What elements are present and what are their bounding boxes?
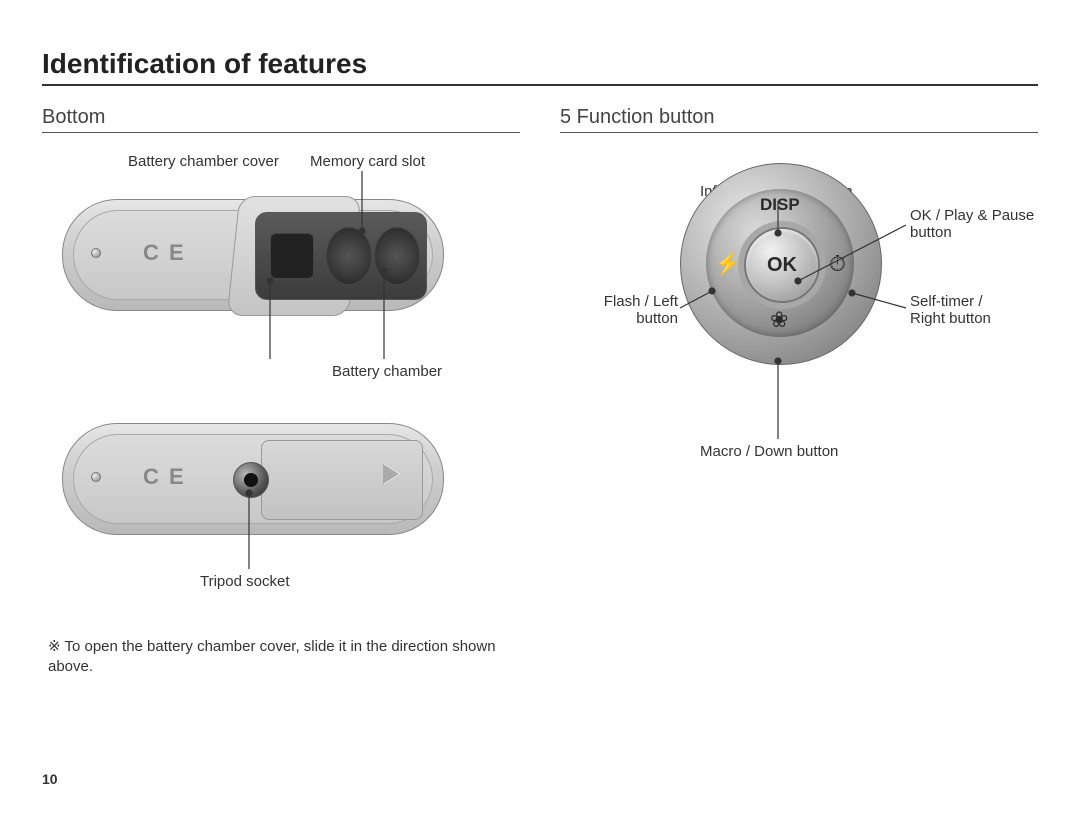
ce-mark-icon-2: C E — [143, 464, 186, 490]
manual-page: Identification of features Bottom Memory… — [0, 0, 1080, 815]
slide-direction-arrow-icon — [383, 464, 399, 484]
memory-card-slot-graphic — [270, 233, 314, 279]
page-number: 10 — [42, 771, 58, 787]
screw-icon-2 — [91, 472, 101, 482]
callout-ok-play-pause: OK / Play & Pause button — [910, 207, 1040, 241]
callout-selftimer-right: Self-timer / Right button — [910, 293, 1020, 327]
camera-bottom-open-diagram: Memory card slot C E Battery chamber cov… — [62, 153, 520, 413]
screw-icon — [91, 248, 101, 258]
camera-body-open: C E — [62, 199, 444, 311]
callout-tripod-socket: Tripod socket — [200, 573, 289, 590]
callout-battery-chamber: Battery chamber — [332, 363, 442, 380]
battery-cover-note: ※ To open the battery chamber cover, sli… — [42, 637, 520, 678]
macro-flower-icon: ❀ — [770, 307, 788, 333]
timer-icon: ⏱ — [829, 251, 846, 277]
dial-disp-label: DISP — [760, 195, 800, 215]
right-column: 5 Function button Information / Up butto… — [560, 106, 1038, 678]
callout-macro-down: Macro / Down button — [700, 443, 838, 460]
control-dial: DISP ⚡ ⏱ ❀ OK — [680, 163, 880, 363]
callout-memory-card-slot: Memory card slot — [310, 153, 425, 170]
note-text: To open the battery chamber cover, slide… — [48, 638, 496, 675]
callout-flash-left: Flash / Left button — [598, 293, 678, 327]
two-column-layout: Bottom Memory card slot C E Battery cham… — [42, 106, 1038, 678]
camera-body-closed: C E — [62, 423, 444, 535]
section-title-bottom: Bottom — [42, 106, 520, 133]
dial-ok-button: OK — [744, 227, 820, 303]
tripod-socket-graphic — [233, 462, 269, 498]
camera-bottom-closed-diagram: C E Tripod socket — [62, 423, 520, 613]
callout-battery-chamber-cover: Battery chamber cover — [128, 153, 279, 170]
ce-mark-icon: C E — [143, 240, 186, 266]
left-column: Bottom Memory card slot C E Battery cham… — [42, 106, 520, 678]
section-title-function-button: 5 Function button — [560, 106, 1038, 133]
note-marker-icon: ※ — [48, 638, 61, 655]
five-function-button-diagram: Information / Up button OK / Play & Paus… — [560, 163, 1038, 503]
battery-well-1 — [326, 227, 372, 285]
battery-well-2 — [374, 227, 420, 285]
battery-chamber-open — [255, 212, 427, 300]
page-title: Identification of features — [42, 48, 1038, 86]
flash-icon: ⚡ — [714, 251, 741, 277]
